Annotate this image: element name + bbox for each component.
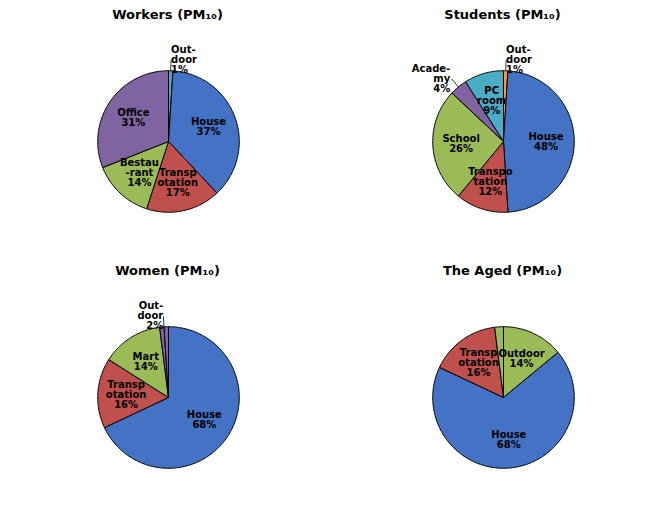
- svg-text:House37%: House37%: [190, 116, 225, 137]
- svg-text:Office31%: Office31%: [117, 107, 150, 128]
- html-text:Workers (PM₁₀): Workers (PM₁₀): [112, 7, 223, 22]
- html-text:Students (PM₁₀): Students (PM₁₀): [444, 7, 561, 22]
- html-text:The Aged (PM₁₀): The Aged (PM₁₀): [442, 263, 563, 278]
- svg-text:Outdoor14%: Outdoor14%: [498, 348, 544, 369]
- svg-text:Out-door1%: Out-door1%: [171, 44, 197, 75]
- svg-text:Transpotation16%: Transpotation16%: [105, 379, 146, 410]
- svg-text:Transpotation17%: Transpotation17%: [157, 167, 198, 198]
- svg-text:Mart14%: Mart14%: [132, 351, 159, 372]
- svg-text:Out-door1%: Out-door1%: [506, 44, 532, 75]
- svg-text:House48%: House48%: [528, 131, 563, 152]
- svg-text:Bestau-rant14%: Bestau-rant14%: [119, 157, 158, 188]
- html-text:Women (PM₁₀): Women (PM₁₀): [115, 263, 220, 278]
- svg-text:PCroom9%: PCroom9%: [477, 85, 506, 116]
- svg-text:School26%: School26%: [442, 133, 479, 154]
- svg-text:Transpotation12%: Transpotation12%: [468, 166, 513, 197]
- svg-text:Acade-my4%: Acade-my4%: [411, 63, 450, 94]
- svg-text:House68%: House68%: [186, 409, 221, 430]
- svg-text:House68%: House68%: [491, 429, 526, 450]
- svg-text:Transpotation16%: Transpotation16%: [458, 347, 499, 378]
- svg-text:Out-door2%: Out-door2%: [137, 300, 163, 331]
